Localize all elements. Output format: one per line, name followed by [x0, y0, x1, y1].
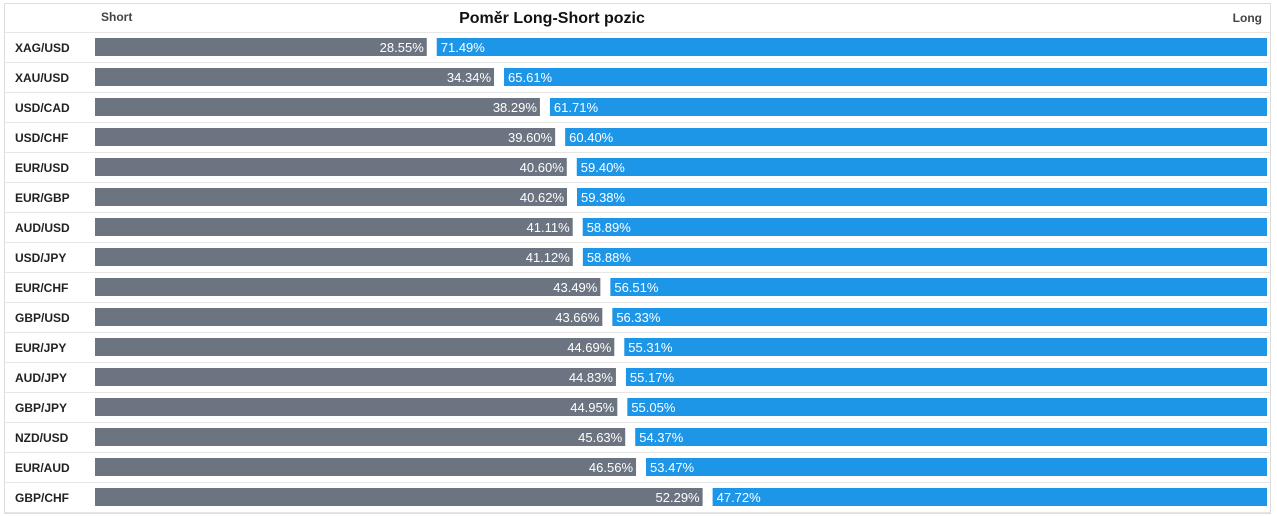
pair-label: USD/JPY	[15, 251, 66, 265]
short-value-label: 43.66%	[555, 310, 600, 325]
short-value-label: 38.29%	[493, 100, 538, 115]
long-header: Long	[1233, 11, 1262, 25]
chart-title: Poměr Long-Short pozic	[459, 10, 645, 27]
pair-label: GBP/JPY	[15, 401, 67, 415]
short-bar	[95, 428, 626, 446]
long-bar	[635, 428, 1267, 446]
short-bar	[95, 98, 540, 116]
short-bar	[95, 188, 568, 206]
long-bar	[582, 248, 1267, 266]
long-value-label: 58.89%	[587, 220, 632, 235]
short-bar	[95, 38, 427, 56]
pair-label: AUD/USD	[15, 221, 70, 235]
short-bar	[95, 338, 615, 356]
pair-label: USD/CHF	[15, 131, 68, 145]
long-value-label: 55.05%	[631, 400, 676, 415]
short-value-label: 52.29%	[656, 490, 701, 505]
pair-label: EUR/CHF	[15, 281, 68, 295]
short-value-label: 44.69%	[567, 340, 612, 355]
long-bar	[565, 128, 1267, 146]
short-value-label: 28.55%	[380, 40, 425, 55]
short-bar	[95, 398, 618, 416]
pair-label: XAG/USD	[15, 41, 70, 55]
short-value-label: 39.60%	[508, 130, 553, 145]
pair-label: GBP/CHF	[15, 491, 69, 505]
long-bar	[712, 488, 1267, 506]
long-value-label: 54.37%	[639, 430, 684, 445]
short-bar	[95, 128, 556, 146]
long-bar	[577, 188, 1267, 206]
long-bar	[504, 68, 1268, 86]
long-value-label: 60.40%	[569, 130, 614, 145]
pair-label: XAU/USD	[15, 71, 69, 85]
long-value-label: 61.71%	[554, 100, 599, 115]
long-value-label: 71.49%	[441, 40, 486, 55]
short-value-label: 44.95%	[570, 400, 615, 415]
short-value-label: 46.56%	[589, 460, 634, 475]
short-bar	[95, 458, 637, 476]
short-bar	[95, 218, 573, 236]
long-bar	[576, 158, 1267, 176]
short-bar	[95, 278, 601, 296]
short-bar	[95, 248, 573, 266]
short-value-label: 41.12%	[526, 250, 571, 265]
short-bar	[95, 488, 703, 506]
chart-rows: XAG/USD 28.55% 71.49% XAU/USD 34.34% 65.61% US…	[5, 32, 1270, 513]
long-value-label: 53.47%	[650, 460, 695, 475]
pair-label: NZD/USD	[15, 431, 69, 445]
long-bar	[612, 308, 1267, 326]
short-value-label: 40.60%	[520, 160, 565, 175]
short-value-label: 45.63%	[578, 430, 623, 445]
short-header: Short	[101, 10, 132, 24]
long-bar	[627, 398, 1267, 416]
short-value-label: 43.49%	[553, 280, 598, 295]
long-value-label: 55.31%	[628, 340, 673, 355]
long-bar	[549, 98, 1267, 116]
short-value-label: 40.62%	[520, 190, 565, 205]
short-bar	[95, 308, 603, 326]
long-bar	[624, 338, 1267, 356]
long-value-label: 65.61%	[508, 70, 553, 85]
long-value-label: 56.33%	[616, 310, 661, 325]
long-value-label: 55.17%	[630, 370, 675, 385]
pair-label: GBP/USD	[15, 311, 70, 325]
long-value-label: 59.40%	[581, 160, 626, 175]
long-bar	[582, 218, 1267, 236]
long-value-label: 58.88%	[587, 250, 632, 265]
pair-label: EUR/USD	[15, 161, 69, 175]
short-value-label: 44.83%	[569, 370, 614, 385]
long-value-label: 56.51%	[614, 280, 659, 295]
long-value-label: 47.72%	[717, 490, 762, 505]
pair-label: EUR/GBP	[15, 191, 70, 205]
short-value-label: 41.11%	[527, 220, 571, 235]
long-bar	[625, 368, 1267, 386]
long-bar	[610, 278, 1267, 296]
pair-label: EUR/JPY	[15, 341, 66, 355]
long-bar	[646, 458, 1267, 476]
pair-label: AUD/JPY	[15, 371, 67, 385]
long-bar	[436, 38, 1268, 56]
short-bar	[95, 368, 616, 386]
short-bar	[95, 68, 495, 86]
pair-label: EUR/AUD	[15, 461, 70, 475]
long-value-label: 59.38%	[581, 190, 626, 205]
pair-label: USD/CAD	[15, 101, 70, 115]
short-bar	[95, 158, 567, 176]
short-value-label: 34.34%	[447, 70, 492, 85]
